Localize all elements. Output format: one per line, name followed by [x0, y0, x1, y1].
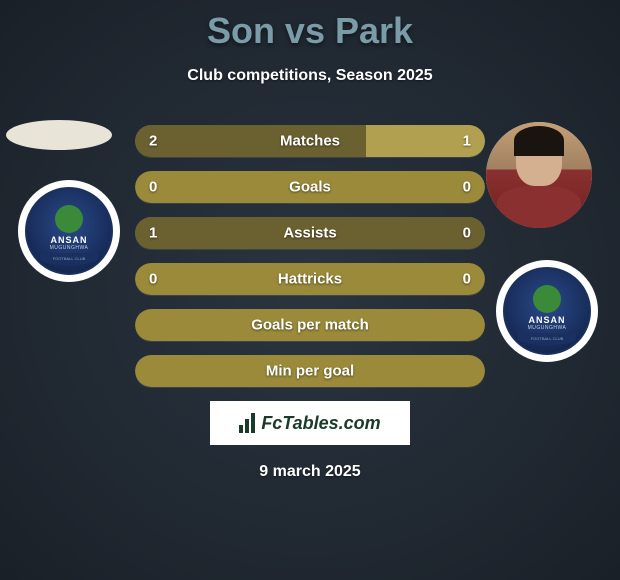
stat-value-right: 1: [463, 133, 471, 150]
stat-value-left: 0: [149, 271, 157, 288]
stat-label: Goals: [289, 179, 331, 196]
stat-value-right: 0: [463, 225, 471, 242]
badge-text-top: ANSAN: [50, 235, 87, 245]
stat-row: 0 0 Goals: [135, 171, 485, 203]
comparison-title: Son vs Park: [0, 0, 620, 52]
badge-banner-text: FOOTBALL CLUB: [53, 256, 86, 261]
stat-value-left: 2: [149, 133, 157, 150]
comparison-date: 9 march 2025: [0, 463, 620, 481]
badge-text-mid: MUGUNGHWA: [528, 325, 567, 331]
fctables-label: FcTables.com: [261, 413, 380, 434]
stat-value-left: 0: [149, 179, 157, 196]
club-badge-right: ANSAN MUGUNGHWA FOOTBALL CLUB: [496, 260, 598, 362]
stat-value-right: 0: [463, 271, 471, 288]
stat-label: Matches: [280, 133, 340, 150]
stat-row: 0 0 Hattricks: [135, 263, 485, 295]
player-right-avatar: [486, 122, 592, 228]
stat-row: Goals per match: [135, 309, 485, 341]
player-left-avatar: [6, 120, 112, 150]
stat-row: Min per goal: [135, 355, 485, 387]
badge-text-mid: MUGUNGHWA: [50, 245, 89, 251]
stats-container: 2 1 Matches 0 0 Goals 1 0 Assists 0 0 Hattricks Goal…: [135, 125, 485, 387]
stat-label: Min per goal: [266, 363, 354, 380]
stat-label: Goals per match: [251, 317, 369, 334]
stat-label: Hattricks: [278, 271, 342, 288]
stat-value-left: 1: [149, 225, 157, 242]
fctables-bars-icon: [239, 413, 255, 433]
comparison-subtitle: Club competitions, Season 2025: [0, 67, 620, 85]
club-badge-left: ANSAN MUGUNGHWA FOOTBALL CLUB: [18, 180, 120, 282]
stat-row: 2 1 Matches: [135, 125, 485, 157]
badge-banner-text: FOOTBALL CLUB: [531, 336, 564, 341]
badge-text-top: ANSAN: [528, 315, 565, 325]
stat-label: Assists: [283, 225, 336, 242]
stat-row: 1 0 Assists: [135, 217, 485, 249]
fctables-badge[interactable]: FcTables.com: [210, 401, 410, 445]
stat-value-right: 0: [463, 179, 471, 196]
